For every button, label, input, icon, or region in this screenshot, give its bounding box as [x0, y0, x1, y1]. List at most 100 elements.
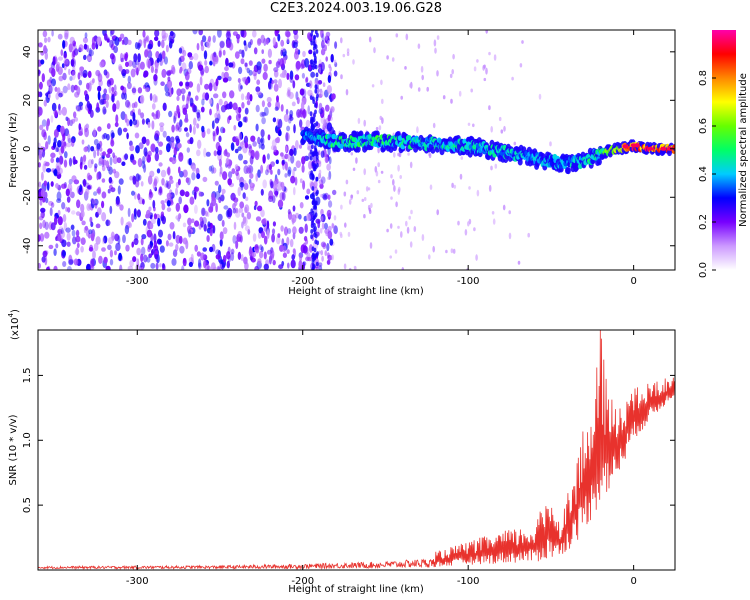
noise-point — [299, 144, 302, 149]
transition-point — [389, 223, 393, 229]
noise-point — [91, 199, 96, 205]
noise-point — [84, 32, 88, 39]
noise-point — [115, 200, 121, 207]
noise-point — [256, 91, 262, 96]
transition-point — [395, 201, 398, 208]
noise-point — [49, 83, 54, 92]
noise-point — [327, 225, 332, 232]
noise-point — [188, 157, 192, 166]
noise-point — [246, 100, 251, 106]
transition-point — [331, 223, 335, 229]
transition-point — [380, 170, 384, 174]
noise-point — [287, 169, 292, 177]
streak-point — [315, 96, 319, 102]
noise-point — [265, 169, 269, 176]
noise-point — [124, 69, 130, 74]
transition-point — [491, 211, 495, 215]
transition-point — [457, 220, 460, 226]
noise-point — [244, 107, 249, 115]
noise-point — [179, 245, 185, 254]
transition-point — [386, 228, 389, 233]
noise-point — [327, 252, 330, 258]
noise-point — [318, 108, 324, 115]
noise-point — [41, 256, 46, 263]
noise-point — [78, 44, 84, 52]
transition-point — [549, 141, 552, 147]
noise-point — [259, 250, 264, 259]
noise-point — [87, 185, 91, 190]
noise-point — [278, 78, 282, 89]
noise-point — [219, 239, 223, 247]
noise-point — [175, 122, 181, 131]
noise-point — [295, 60, 301, 70]
noise-point — [252, 30, 257, 38]
noise-point — [227, 178, 232, 186]
noise-point — [241, 49, 245, 58]
noise-point — [147, 175, 153, 185]
noise-point — [171, 157, 177, 165]
noise-point — [40, 207, 46, 213]
noise-point — [238, 82, 242, 92]
noise-point — [66, 232, 71, 241]
noise-point — [71, 59, 75, 66]
noise-point — [91, 159, 94, 165]
transition-point — [342, 53, 346, 58]
noise-point — [113, 84, 117, 93]
noise-point — [252, 141, 257, 147]
noise-point — [121, 39, 125, 45]
noise-point — [155, 262, 159, 270]
noise-point — [200, 44, 205, 52]
noise-point — [79, 66, 85, 72]
noise-point — [132, 175, 137, 185]
x-tick-label: -100 — [457, 576, 480, 587]
noise-point — [154, 152, 159, 162]
noise-point — [298, 260, 303, 269]
noise-point — [240, 58, 245, 65]
noise-point — [177, 142, 182, 149]
noise-point — [242, 192, 246, 200]
noise-point — [166, 79, 173, 89]
transition-point — [502, 204, 506, 211]
noise-point — [172, 231, 176, 240]
noise-point — [326, 259, 331, 265]
noise-point — [101, 178, 106, 183]
transition-point — [345, 89, 349, 96]
noise-point — [194, 220, 200, 227]
noise-point — [181, 265, 185, 270]
transition-point — [327, 176, 330, 180]
transition-point — [473, 66, 477, 72]
noise-point — [300, 101, 305, 111]
noise-point — [120, 216, 124, 226]
noise-point — [302, 180, 306, 190]
noise-point — [292, 205, 296, 212]
noise-point — [254, 200, 258, 207]
transition-point — [381, 98, 384, 104]
noise-point — [111, 132, 115, 139]
noise-point — [214, 180, 219, 186]
x-tick-label: -300 — [126, 276, 149, 287]
noise-point — [237, 78, 241, 83]
noise-point — [272, 180, 278, 191]
noise-point — [208, 98, 213, 105]
noise-point — [161, 203, 166, 211]
noise-point — [204, 83, 210, 90]
noise-point — [217, 75, 222, 81]
noise-point — [286, 125, 291, 132]
noise-point — [63, 141, 67, 149]
noise-point — [65, 227, 71, 233]
y-tick-label: 1.0 — [22, 432, 33, 448]
colorbar-tick-label: 0.6 — [698, 118, 709, 134]
x-tick-label: -300 — [126, 576, 149, 587]
noise-point — [188, 229, 192, 238]
transition-point — [320, 193, 323, 198]
noise-point — [111, 86, 115, 93]
noise-point — [275, 61, 281, 69]
noise-point — [192, 125, 196, 135]
noise-point — [221, 188, 226, 194]
noise-point — [148, 194, 153, 201]
noise-point — [307, 105, 311, 115]
noise-point — [92, 78, 95, 84]
noise-point — [184, 71, 190, 81]
noise-point — [166, 192, 172, 200]
noise-point — [153, 176, 159, 184]
